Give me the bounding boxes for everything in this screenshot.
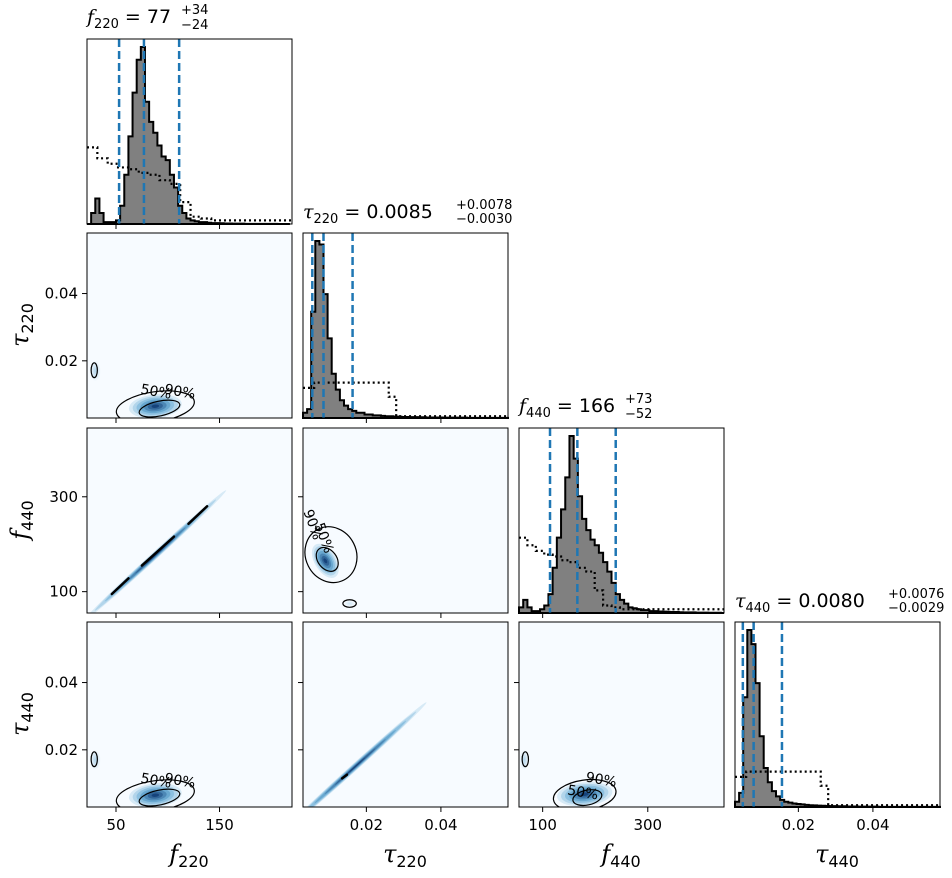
frame-f220-tau220: [86, 232, 293, 419]
xtick-label-f220-0: 50: [106, 816, 125, 834]
ytick-label-tau440-0: 0.02: [45, 741, 78, 759]
title-tau220-plus: +0.0078: [456, 198, 512, 213]
ytick-label-tau220-1: 0.04: [45, 285, 78, 303]
panel-tau220-f440: 50%90%: [300, 427, 509, 614]
frame-tau440-histogram: [734, 621, 941, 808]
density-level-1-6: [94, 758, 96, 762]
contour-extra: [90, 751, 98, 768]
title-tau440-plus: +0.0076: [888, 587, 944, 602]
frame-f220-tau440: [86, 621, 293, 808]
frame-tau220-tau440: [302, 621, 509, 808]
xtick-label-tau440-1: 0.04: [856, 816, 889, 834]
contour-label-50: 50%: [139, 382, 172, 403]
title-f440-minus: −52: [625, 407, 652, 422]
ylabel-tau440: τ440: [6, 692, 37, 736]
contour-inner: [315, 546, 339, 572]
frame-f220-f440: [86, 427, 293, 614]
histogram-tau220: [302, 240, 509, 419]
prior-f220: [87, 146, 292, 222]
panel-f440-tau440: 50%90%: [518, 621, 725, 808]
title-f440-plus: +73: [625, 392, 652, 407]
contour-outer: [552, 778, 617, 807]
frame-f440-histogram: [518, 427, 725, 614]
panel-f220-tau440: 50%90%: [86, 621, 293, 808]
ytick-label-tau440-1: 0.04: [45, 674, 78, 692]
contour-outer: [304, 526, 358, 584]
density-background: [87, 622, 292, 807]
panel-tau440-histogram: [734, 621, 941, 808]
density-level-0-6: [323, 558, 328, 564]
frame-f220-histogram: [86, 38, 293, 225]
contour-outer: [115, 779, 195, 807]
contour-label-50: 50%: [139, 771, 172, 792]
histogram-tau440: [734, 629, 941, 808]
ytick-label-tau220-0: 0.02: [45, 352, 78, 370]
title-f220-minus: −24: [181, 18, 208, 33]
ylabel-f440: f440: [6, 500, 37, 541]
contour-extra: [521, 751, 530, 768]
panel-f220-histogram: [86, 38, 293, 225]
density-level-0-6: [344, 757, 366, 776]
contour-extra: [90, 362, 98, 379]
contour-label-90: 90%: [584, 770, 617, 791]
frame-tau220-f440: [302, 427, 509, 614]
title-f220-plus: +34: [181, 3, 208, 18]
title-tau220: τ220 = 0.0085: [303, 201, 433, 227]
histogram-f220: [87, 46, 290, 225]
panel-f440-histogram: [518, 427, 725, 614]
density-level-1-6: [94, 369, 96, 373]
contour-inner: [138, 788, 181, 807]
xtick-label-f220-1: 150: [205, 816, 234, 834]
contour-label-90: 90%: [163, 771, 196, 792]
contour-outer: [115, 390, 195, 418]
density-background: [519, 622, 724, 807]
xtick-label-tau440-0: 0.02: [782, 816, 815, 834]
contour-segment-0: [110, 577, 130, 596]
density-level-0-6: [580, 792, 589, 796]
density-background: [303, 622, 508, 807]
title-tau220-minus: −0.0030: [456, 212, 512, 227]
frame-tau220-histogram: [302, 232, 509, 419]
panel-f220-f440: [86, 427, 293, 614]
xlabel-f440: f440: [599, 840, 640, 871]
contour-label-50: 50%: [566, 782, 599, 803]
ytick-label-f440-1: 300: [49, 488, 78, 506]
panel-tau220-tau440: [302, 621, 509, 808]
panel-tau220-histogram: [302, 232, 509, 419]
frame-f440-tau440: [518, 621, 725, 808]
contour-inner: [138, 399, 181, 418]
density-level-0-6: [151, 404, 160, 408]
title-f440: f440 = 166: [517, 395, 615, 421]
ytick-label-f440-0: 100: [49, 583, 78, 601]
contour-inner: [572, 789, 603, 807]
density-level-1-6: [523, 758, 525, 762]
contour-label-90: 90%: [163, 382, 196, 403]
contour-extra: [342, 599, 357, 608]
density-background: [303, 428, 508, 613]
panel-f220-tau220: 50%90%: [86, 232, 293, 419]
density-level-0-6: [151, 793, 160, 797]
density-level-1-6: [348, 603, 351, 604]
contour-segment-2: [187, 505, 209, 526]
xlabel-tau440: τ440: [815, 840, 859, 871]
contour-segment-0: [340, 773, 349, 780]
title-tau440: τ440 = 0.0080: [735, 590, 865, 616]
xlabel-f220: f220: [167, 840, 208, 871]
contour-segment-1: [140, 535, 176, 567]
prior-f440: [519, 536, 724, 611]
xtick-label-f440-0: 100: [528, 816, 557, 834]
xtick-label-f440-1: 300: [633, 816, 662, 834]
xlabel-tau220: τ220: [383, 840, 427, 871]
xtick-label-tau220-1: 0.04: [424, 816, 457, 834]
density-background: [87, 233, 292, 418]
histogram-f440: [518, 435, 724, 614]
title-tau440-minus: −0.0029: [888, 601, 944, 616]
xtick-label-tau220-0: 0.02: [350, 816, 383, 834]
ylabel-tau220: τ220: [6, 303, 37, 347]
title-f220: f220 = 77: [85, 6, 171, 32]
